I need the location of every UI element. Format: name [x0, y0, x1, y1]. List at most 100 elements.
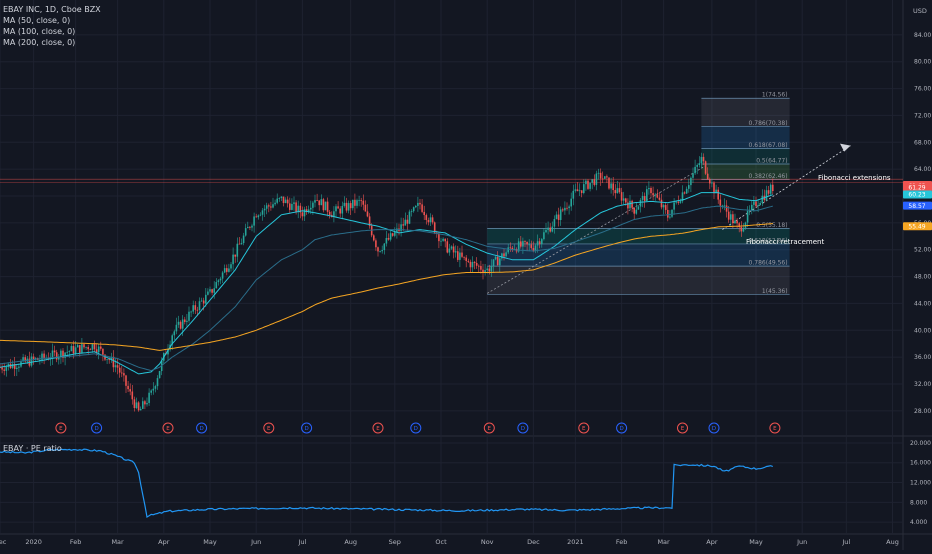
candle-body [629, 200, 631, 209]
candle-body [547, 227, 549, 230]
y-tick-label: 48.00 [914, 274, 931, 281]
candle-body [421, 204, 423, 212]
candle-body [137, 402, 140, 411]
candle-body [198, 301, 201, 310]
candle-body [255, 216, 257, 218]
candle-body [100, 346, 102, 349]
candle-body [108, 359, 110, 361]
candle-body [574, 189, 577, 191]
dividend-marker [301, 422, 313, 434]
candle-body [22, 357, 24, 362]
candle-body [171, 335, 173, 345]
candle-body [505, 252, 507, 257]
candle-body [675, 201, 677, 203]
candle-body [494, 256, 497, 260]
candle-body [30, 356, 33, 366]
candle-body [564, 207, 566, 211]
candle-body [152, 388, 155, 391]
candle-body [217, 280, 220, 283]
candle-body [337, 206, 339, 209]
symbol-title[interactable]: EBAY INC, 1D, Cboe BZX [3, 5, 101, 14]
fib-ext-band [701, 148, 790, 164]
candle-body [442, 238, 444, 241]
candle-body [270, 206, 272, 208]
annotations[interactable]: Fibonacci extensions Fibonacci retraceme… [746, 7, 927, 246]
x-tick-label: Jul [841, 538, 850, 546]
candle-body [694, 166, 696, 174]
candle-body [394, 232, 396, 236]
x-tick-label: Jun [796, 538, 807, 546]
candle-body [402, 224, 404, 226]
y-tick-label: 84.00 [914, 32, 931, 39]
candle-body [74, 347, 77, 354]
candle-body [362, 200, 365, 205]
candle-body [184, 319, 186, 322]
x-tick-label: Apr [158, 538, 170, 546]
candle-body [652, 193, 654, 196]
candle-body [484, 270, 486, 273]
candle-body [284, 199, 287, 204]
candle-body [656, 194, 659, 198]
candle-body [278, 198, 281, 199]
candle-body [639, 199, 642, 207]
candle-body [381, 250, 383, 252]
candle-body [349, 203, 352, 209]
candle-body [463, 256, 465, 258]
fib-extensions-label[interactable]: Fibonacci extensions [818, 174, 891, 182]
x-tick-label: Sep [389, 538, 401, 546]
candle-body [291, 203, 293, 210]
fib-retracement-label[interactable]: Fibonacci retracement [746, 238, 824, 246]
candle-body [425, 215, 428, 220]
pe-legend[interactable]: EBAY · PE ratio [3, 444, 62, 453]
candle-body [696, 165, 698, 167]
candle-body [257, 215, 260, 218]
candle-body [335, 206, 337, 212]
candle-body [391, 233, 394, 236]
candle-body [318, 200, 320, 206]
candle-body [320, 199, 323, 206]
candle-body [627, 202, 629, 209]
price-tag-label: 58.57 [908, 203, 925, 210]
candle-body [209, 289, 211, 292]
fibonacci-drawings[interactable]: 1(74.56) 0.786(70.38) 0.618(67.08) 0.5(64.7… [0, 92, 903, 295]
x-tick-label: May [203, 538, 217, 546]
y-tick-label: 40.00 [914, 327, 931, 334]
candle-body [753, 201, 755, 205]
candle-body [622, 198, 625, 201]
legend-ma200[interactable]: MA (200, close, 0) [3, 38, 76, 47]
candle-body [34, 358, 37, 360]
candle-body [370, 225, 373, 236]
candle-body [740, 226, 743, 232]
candle-body [755, 201, 757, 207]
candle-body [24, 357, 26, 362]
dividend-marker [616, 422, 628, 434]
x-tick-label: Nov [481, 538, 494, 546]
candle-body [496, 256, 499, 266]
candle-body [167, 349, 169, 355]
legend-ma100[interactable]: MA (100, close, 0) [3, 27, 76, 36]
candle-body [616, 188, 619, 194]
candle-body [251, 225, 253, 228]
candle-body [299, 205, 302, 213]
candle-body [154, 386, 157, 389]
candle-body [114, 365, 117, 368]
pe-y-tick-label: 12.000 [910, 480, 931, 487]
candle-body [274, 202, 276, 205]
candle-body [238, 243, 241, 245]
legend-ma50[interactable]: MA (50, close, 0) [3, 16, 71, 25]
candle-body [307, 209, 310, 213]
candle-body [637, 206, 640, 210]
candle-body [746, 210, 749, 223]
candle-body [158, 371, 161, 379]
candle-body [146, 402, 148, 405]
candle-body [62, 350, 64, 358]
ma100-line [0, 205, 773, 372]
candle-body [631, 200, 633, 208]
candle-body [658, 197, 661, 200]
candle-body [618, 188, 621, 193]
candle-body [354, 199, 356, 206]
candle-body [765, 190, 768, 201]
